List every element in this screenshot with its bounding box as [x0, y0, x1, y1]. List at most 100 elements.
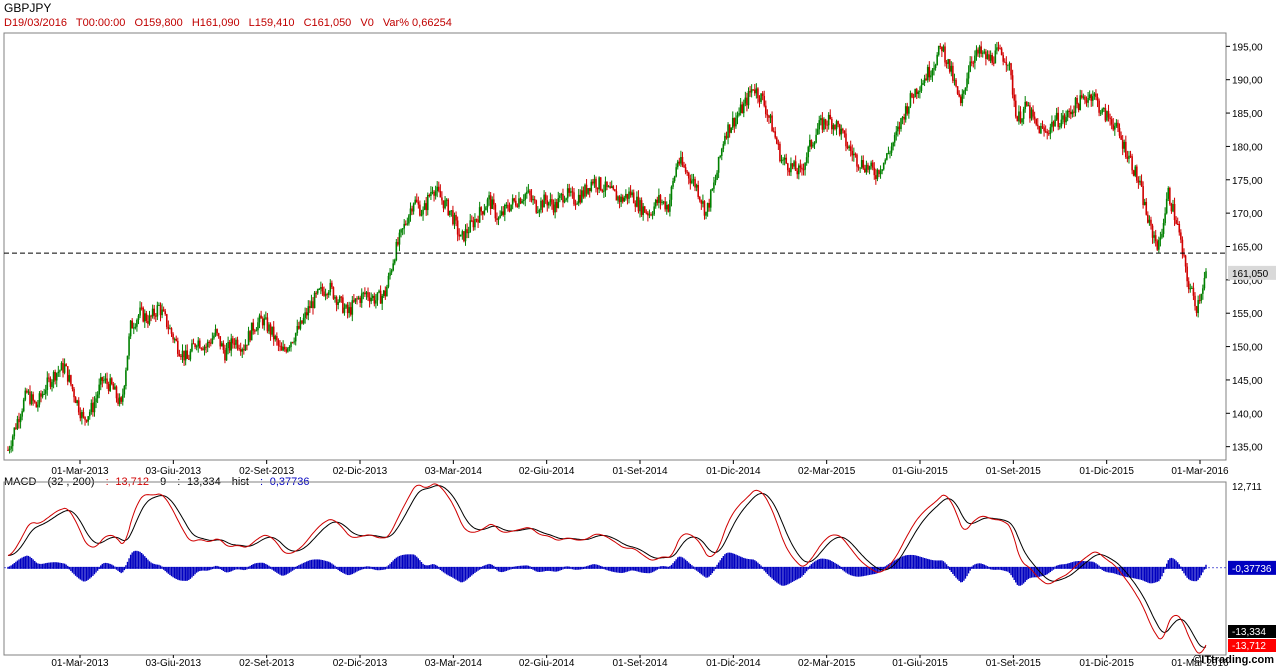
candle-body — [559, 195, 561, 198]
candle-body — [389, 272, 391, 276]
candle-body — [452, 210, 454, 225]
candle-body — [771, 115, 773, 132]
candle-body — [1038, 125, 1041, 134]
candle-body — [577, 194, 580, 204]
candle-body — [37, 404, 39, 408]
candle-body — [708, 203, 710, 208]
candle-body — [1167, 188, 1170, 199]
y-tick-label: 180,00 — [1232, 142, 1263, 153]
candle-body — [538, 209, 541, 212]
x-tick-label: 03-Giu-2013 — [146, 466, 202, 477]
candle-body — [1019, 111, 1022, 123]
candle-body — [82, 412, 85, 417]
candle-body — [392, 263, 394, 271]
candle-body — [1044, 131, 1047, 133]
candle-body — [309, 306, 311, 309]
candle-body — [442, 200, 445, 209]
candle-body — [120, 397, 122, 402]
candle-body — [681, 156, 684, 166]
candle-body — [519, 198, 522, 204]
candle-body — [434, 191, 437, 196]
candle-body — [41, 394, 44, 397]
candle-body — [540, 200, 542, 210]
candle-body — [895, 131, 898, 136]
candle-body — [213, 335, 215, 339]
candle-body — [19, 416, 22, 423]
candle-body — [658, 195, 660, 203]
candle-body — [1156, 241, 1159, 250]
candle-body — [1195, 306, 1198, 314]
candle-body — [59, 370, 61, 372]
candle-body — [684, 167, 687, 172]
candle-body — [709, 190, 712, 208]
candle-body — [1060, 119, 1063, 127]
candle-body — [43, 393, 45, 395]
candle-body — [862, 160, 865, 169]
candle-body — [123, 386, 126, 395]
candle-body — [279, 345, 281, 347]
candle-body — [359, 297, 361, 303]
candle-body — [285, 349, 288, 352]
candle-body — [634, 203, 637, 207]
candle-body — [689, 178, 692, 184]
candle-body — [323, 291, 325, 296]
candle-body — [588, 188, 591, 192]
candle-body — [731, 117, 734, 128]
candle-body — [694, 179, 696, 188]
candle-body — [68, 375, 71, 382]
candle-body — [988, 54, 990, 61]
candle-body — [793, 161, 795, 167]
candle-body — [651, 214, 654, 216]
candle-body — [287, 348, 289, 352]
candle-body — [824, 119, 827, 125]
candle-body — [955, 79, 957, 87]
candle-body — [11, 436, 14, 447]
candle-body — [386, 286, 388, 297]
candle-body — [353, 300, 355, 302]
x-tick-label: 01-Set-2015 — [986, 466, 1041, 477]
x-tick-label: 01-Giu-2015 — [892, 466, 948, 477]
candle-body — [192, 343, 195, 345]
candle-body — [516, 205, 519, 207]
candle-body — [820, 118, 822, 121]
candle-body — [92, 402, 94, 413]
candle-body — [1145, 201, 1148, 215]
candle-body — [384, 290, 387, 297]
candle-body — [832, 124, 835, 130]
candle-body — [294, 333, 297, 342]
candle-body — [513, 198, 516, 201]
candle-body — [76, 400, 78, 404]
candle-body — [497, 217, 500, 220]
candle-body — [334, 296, 336, 299]
candle-body — [243, 349, 245, 351]
candle-body — [956, 86, 959, 94]
candle-body — [937, 45, 940, 55]
macd-x-tick-label: 01-Mar-2013 — [51, 658, 109, 668]
candle-body — [1013, 94, 1015, 101]
candle-body — [326, 294, 328, 296]
macd-x-tick-label: 01-Set-2014 — [612, 658, 667, 668]
candle-body — [27, 391, 30, 393]
macd-x-tick-label: 01-Dic-2014 — [706, 658, 761, 668]
candle-body — [989, 54, 992, 61]
candle-body — [362, 292, 365, 294]
candle-body — [475, 219, 478, 221]
candle-body — [615, 191, 618, 201]
y-tick-label: 160,00 — [1232, 276, 1263, 287]
candle-body — [1041, 126, 1044, 128]
candle-body — [1016, 116, 1019, 122]
candle-body — [963, 90, 965, 94]
candle-body — [1169, 188, 1171, 204]
candle-body — [1066, 110, 1069, 118]
candle-body — [153, 308, 156, 316]
candle-body — [24, 390, 27, 400]
candle-body — [670, 186, 673, 200]
candle-body — [312, 301, 314, 309]
candle-body — [162, 309, 165, 312]
candle-body — [609, 186, 611, 189]
macd-x-tick-label: 01-Set-2015 — [986, 658, 1041, 668]
candle-body — [52, 372, 55, 382]
candle-body — [1132, 170, 1135, 176]
candle-body — [197, 340, 200, 347]
